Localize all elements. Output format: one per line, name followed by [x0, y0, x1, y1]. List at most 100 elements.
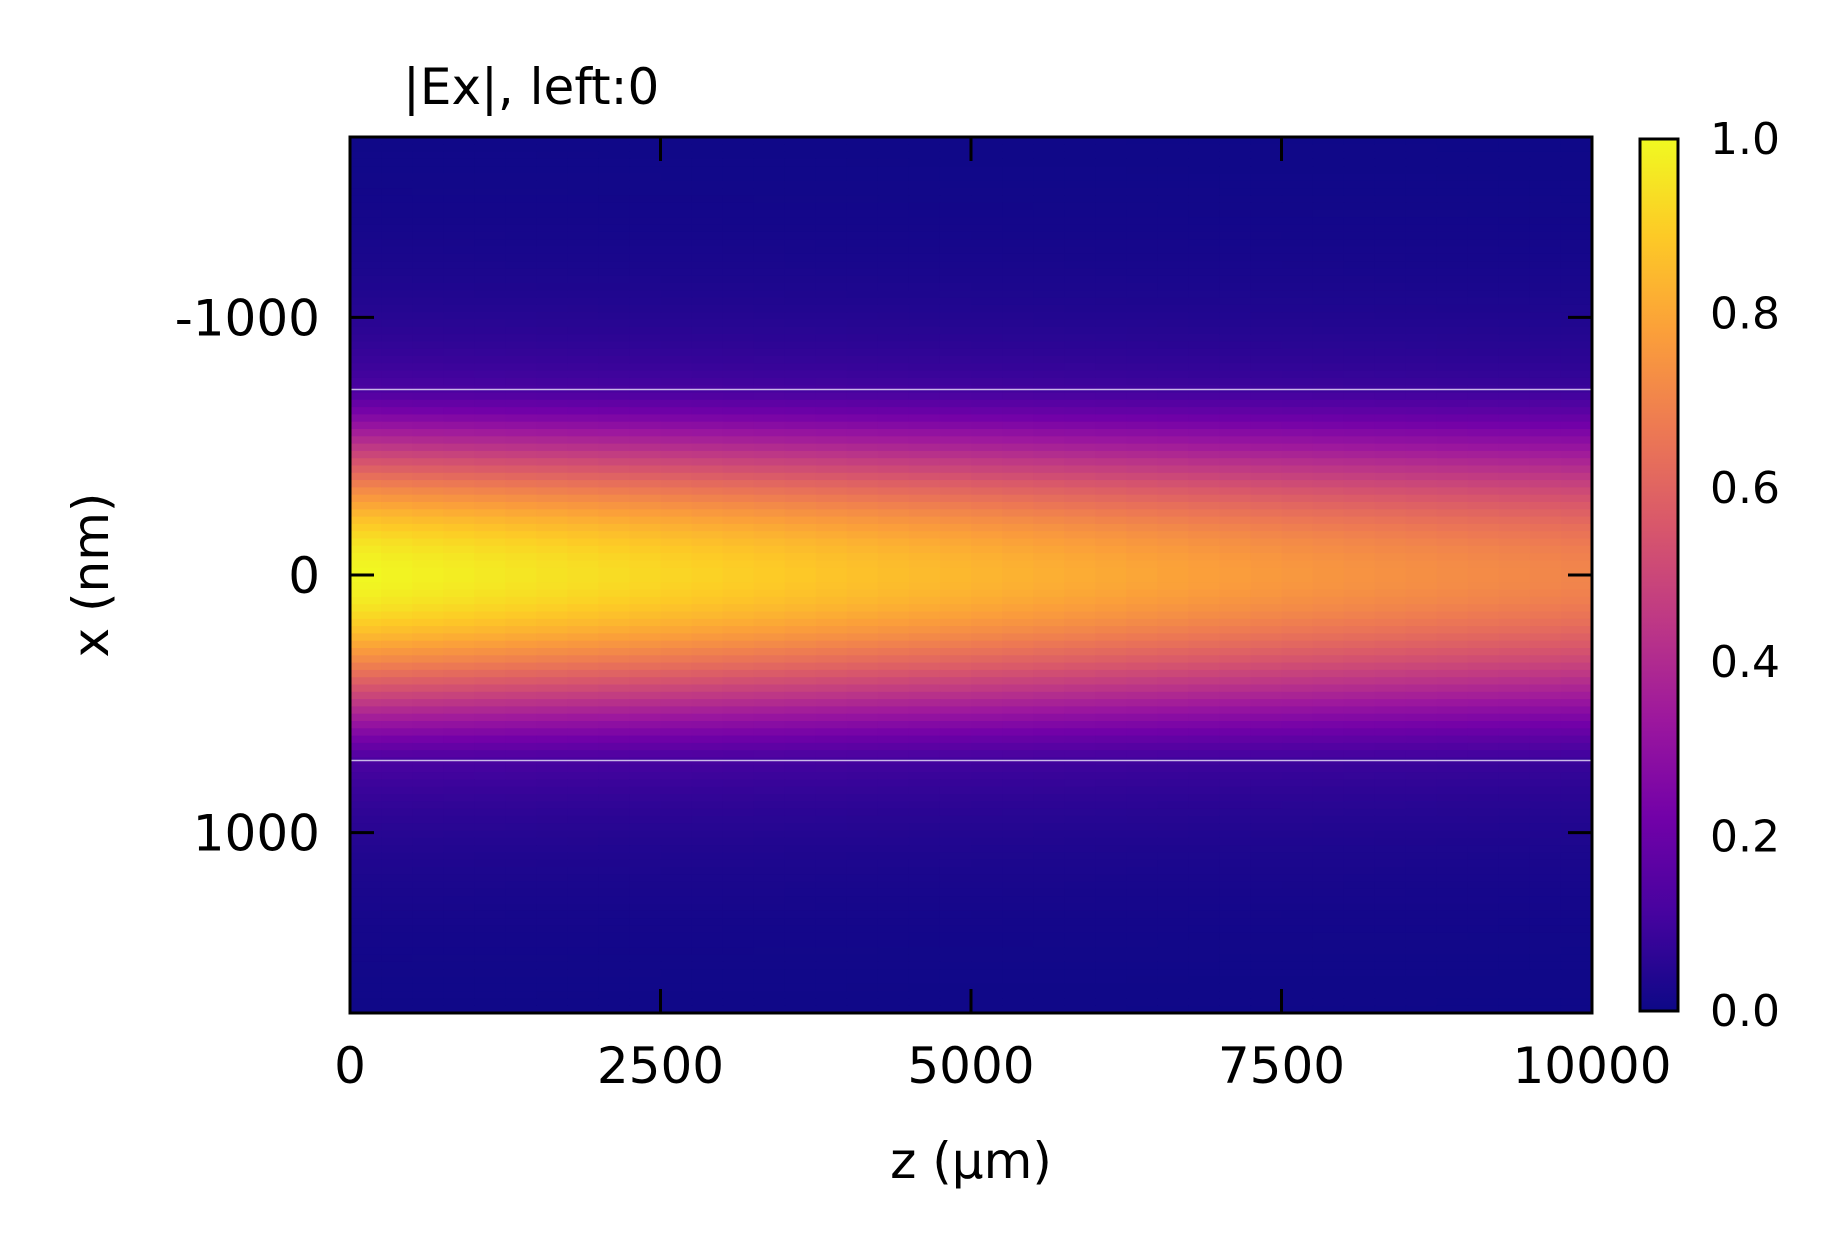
heatmap-cell	[381, 436, 413, 445]
heatmap-cell	[1436, 655, 1469, 664]
heatmap-cell	[1002, 363, 1034, 372]
heatmap-cell	[753, 246, 786, 255]
heatmap-cell	[722, 575, 755, 583]
heatmap-cell	[877, 509, 910, 518]
heatmap-cell	[846, 509, 879, 518]
heatmap-cell	[971, 874, 1003, 883]
heatmap-cell	[1157, 436, 1189, 445]
heatmap-cell	[1157, 582, 1189, 591]
heatmap-cell	[1529, 604, 1562, 613]
heatmap-cell	[1343, 662, 1376, 671]
heatmap-cell	[1281, 611, 1314, 620]
heatmap-cell	[753, 961, 786, 970]
heatmap-cell	[1188, 275, 1220, 284]
heatmap-cell	[474, 918, 506, 926]
heatmap-cell	[1436, 195, 1469, 204]
heatmap-cell	[474, 742, 506, 751]
heatmap-cell	[1250, 502, 1283, 510]
heatmap-cell	[784, 815, 817, 824]
heatmap-cell	[505, 137, 537, 145]
heatmap-cell	[1405, 531, 1438, 540]
heatmap-cell	[1002, 137, 1034, 145]
heatmap-cell	[1436, 348, 1469, 357]
heatmap-cell	[1467, 575, 1500, 583]
heatmap-cell	[1498, 837, 1531, 846]
heatmap-cell	[629, 801, 662, 810]
heatmap-cell	[1374, 334, 1407, 342]
heatmap-cell	[939, 188, 972, 196]
heatmap-cell	[815, 859, 848, 868]
heatmap-cell	[412, 531, 444, 540]
heatmap-cell	[1219, 808, 1252, 817]
heatmap-cell	[629, 662, 662, 671]
heatmap-cell	[877, 210, 910, 218]
heatmap-cell	[629, 611, 662, 620]
heatmap-cell	[1188, 932, 1220, 941]
heatmap-cell	[474, 144, 506, 153]
heatmap-cell	[971, 458, 1003, 467]
heatmap-cell	[381, 648, 413, 656]
heatmap-cell	[722, 626, 755, 634]
heatmap-cell	[815, 531, 848, 540]
heatmap-cell	[1095, 794, 1127, 802]
heatmap-cell	[1033, 210, 1065, 218]
heatmap-cell	[1033, 669, 1065, 678]
heatmap-cell	[1467, 231, 1500, 240]
heatmap-cell	[1033, 370, 1065, 379]
heatmap-cell	[1281, 925, 1314, 934]
heatmap-cell	[660, 961, 693, 970]
heatmap-cell	[908, 867, 941, 875]
heatmap-cell	[1312, 202, 1345, 211]
heatmap-cell	[1312, 684, 1345, 693]
heatmap-cell	[1560, 304, 1593, 313]
heatmap-cell	[598, 217, 631, 226]
heatmap-cell	[691, 867, 724, 875]
heatmap-cell	[412, 903, 444, 912]
heatmap-cell	[722, 983, 755, 992]
heatmap-cell	[598, 823, 631, 832]
heatmap-cell	[1002, 443, 1034, 452]
heatmap-cell	[443, 502, 475, 510]
heatmap-cell	[877, 275, 910, 284]
heatmap-cell	[753, 458, 786, 467]
heatmap-cell	[474, 837, 506, 846]
heatmap-cell	[722, 246, 755, 255]
heatmap-cell	[1095, 991, 1127, 999]
heatmap-cell	[1250, 618, 1283, 627]
heatmap-cell	[1467, 334, 1500, 342]
heatmap-cell	[1312, 217, 1345, 226]
heatmap-cell	[1312, 757, 1345, 766]
heatmap-cell	[1188, 304, 1220, 313]
heatmap-cell	[691, 545, 724, 554]
heatmap-cell	[1312, 275, 1345, 284]
heatmap-cell	[412, 224, 444, 233]
heatmap-cell	[567, 261, 599, 269]
heatmap-cell	[1498, 443, 1531, 452]
heatmap-cell	[753, 772, 786, 780]
heatmap-cell	[939, 195, 972, 204]
heatmap-cell	[1219, 786, 1252, 795]
heatmap-cell	[1281, 553, 1314, 561]
heatmap-cell	[1529, 173, 1562, 182]
heatmap-cell	[1343, 275, 1376, 284]
heatmap-cell	[1498, 458, 1531, 467]
heatmap-cell	[1374, 764, 1407, 773]
heatmap-cell	[691, 195, 724, 204]
heatmap-cell	[1126, 669, 1158, 678]
heatmap-cell	[1374, 713, 1407, 722]
heatmap-cell	[971, 640, 1003, 649]
heatmap-cell	[1343, 932, 1376, 941]
heatmap-cell	[1002, 772, 1034, 780]
heatmap-cell	[1498, 144, 1531, 153]
heatmap-cell	[536, 903, 568, 912]
heatmap-cell	[846, 319, 879, 328]
heatmap-cell	[1343, 618, 1376, 627]
heatmap-cell	[536, 976, 568, 985]
heatmap-cell	[1033, 721, 1065, 729]
heatmap-cell	[350, 684, 382, 693]
heatmap-cell	[660, 319, 693, 328]
heatmap-cell	[722, 859, 755, 868]
heatmap-cell	[629, 290, 662, 299]
heatmap-cell	[350, 239, 382, 248]
heatmap-cell	[598, 450, 631, 459]
